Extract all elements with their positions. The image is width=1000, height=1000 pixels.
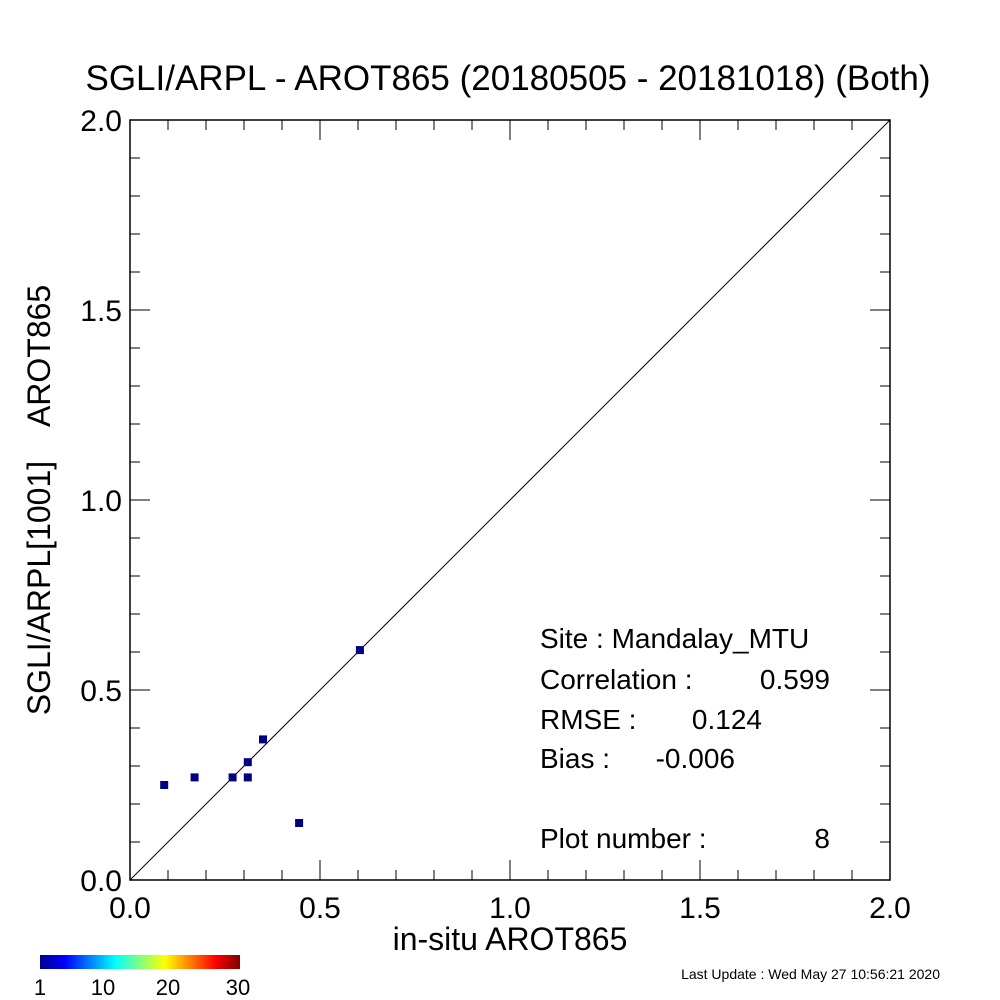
x-tick-label: 1.5 — [679, 892, 721, 925]
data-point — [295, 819, 304, 827]
axis-ticks — [129, 119, 891, 881]
x-axis-label: in-situ AROT865 — [393, 921, 628, 957]
stat-plot-number-label: Plot number : — [540, 823, 707, 854]
colorbar-labels: 1 10 20 30 — [34, 975, 250, 1000]
y-axis-label: SGLI/ARPL[1001] AROT865 — [21, 285, 57, 715]
stat-rmse-value: 0.124 — [692, 704, 762, 735]
colorbar-label: 30 — [226, 975, 250, 1000]
data-point — [259, 735, 267, 744]
data-point — [243, 758, 252, 767]
chart-title: SGLI/ARPL - AROT865 (20180505 - 20181018… — [85, 59, 930, 98]
x-tick-labels: 0.0 0.5 1.0 1.5 2.0 — [109, 892, 911, 925]
colorbar-label: 10 — [91, 975, 115, 1000]
y-tick-labels: 0.0 0.5 1.0 1.5 2.0 — [80, 105, 122, 898]
data-point — [243, 773, 252, 782]
stat-plot-number-value: 8 — [814, 823, 830, 854]
y-tick-label: 2.0 — [80, 105, 122, 138]
data-point — [355, 646, 364, 655]
colorbar-label: 20 — [156, 975, 180, 1000]
y-tick-label: 1.5 — [80, 295, 122, 328]
y-tick-label: 1.0 — [80, 485, 122, 518]
stat-correlation-value: 0.599 — [760, 664, 830, 695]
colorbar-label: 1 — [34, 975, 46, 1000]
stat-correlation-label: Correlation : — [540, 664, 693, 695]
x-tick-label: 0.5 — [299, 892, 341, 925]
stat-bias-label: Bias : — [540, 743, 610, 774]
stat-site: Site : Mandalay_MTU — [540, 623, 809, 654]
y-tick-label: 0.5 — [80, 675, 122, 708]
data-point — [228, 773, 237, 782]
x-tick-label: 2.0 — [869, 892, 911, 925]
last-update: Last Update : Wed May 27 10:56:21 2020 — [681, 966, 940, 982]
x-tick-label: 0.0 — [109, 892, 151, 925]
data-point — [160, 781, 169, 789]
stat-bias-value: -0.006 — [656, 743, 735, 774]
y-tick-label: 0.0 — [80, 865, 122, 898]
data-points — [160, 646, 364, 827]
x-tick-label: 1.0 — [489, 892, 531, 925]
data-point — [190, 773, 199, 782]
colorbar — [40, 955, 240, 969]
stat-rmse-label: RMSE : — [540, 704, 636, 735]
one-to-one-line — [129, 119, 891, 881]
